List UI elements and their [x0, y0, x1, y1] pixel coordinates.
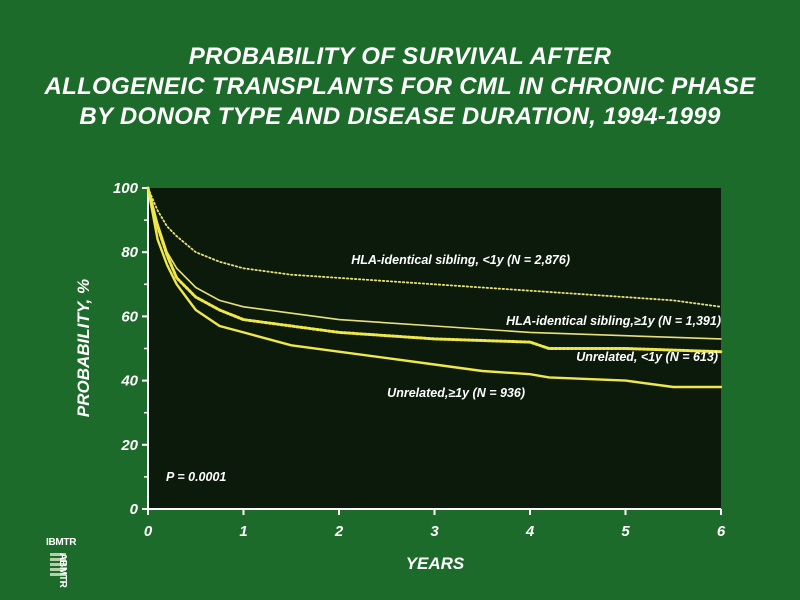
registry-logo-icon: IBMTR ABMTR: [44, 523, 90, 588]
series-layer: [146, 186, 723, 389]
survival-curve-4: [146, 186, 723, 389]
axes: 0 20 40 60 80 100 0 1 2 3 4 5 6 YEARS PROBABILITY, %: [74, 180, 726, 573]
title-line-2: ALLOGENEIC TRANSPLANTS FOR CML IN CHRONI…: [44, 73, 756, 100]
x-tick-label: 4: [525, 523, 535, 540]
x-tick-label: 0: [144, 523, 153, 540]
p-value-annotation: P = 0.0001: [166, 470, 226, 484]
logo-text-abmtr: ABMTR: [57, 553, 68, 588]
x-tick-label: 2: [334, 523, 344, 540]
chart-title: PROBABILITY OF SURVIVAL AFTER ALLOGENEIC…: [0, 42, 800, 132]
y-tick-label: 100: [113, 180, 139, 197]
logo-grid: [50, 552, 66, 576]
series-label-2: HLA-identical sibling,≥1y (N = 1,391): [506, 314, 721, 328]
series-label-4: Unrelated,≥1y (N = 936): [387, 386, 525, 400]
survival-curve-1: [147, 187, 722, 308]
y-tick-label: 80: [121, 244, 138, 261]
y-tick-label: 20: [120, 437, 138, 454]
survival-curve-3: [146, 186, 723, 354]
y-tick-label: 40: [120, 373, 138, 390]
x-tick-label: 6: [717, 523, 726, 540]
y-tick-label: 0: [130, 501, 139, 518]
labels-layer: HLA-identical sibling, <1y (N = 2,876) HL…: [166, 253, 721, 484]
x-axis-title: YEARS: [406, 554, 465, 573]
title-line-3: BY DONOR TYPE AND DISEASE DURATION, 1994…: [79, 103, 721, 130]
x-tick-label: 3: [430, 523, 439, 540]
x-tick-label: 1: [239, 523, 247, 540]
series-label-3: Unrelated, <1y (N = 613): [576, 350, 718, 364]
y-axis-title: PROBABILITY, %: [74, 279, 93, 417]
series-label-1: HLA-identical sibling, <1y (N = 2,876): [351, 253, 570, 267]
logo-text-ibmtr: IBMTR: [46, 537, 77, 548]
title-line-1: PROBABILITY OF SURVIVAL AFTER: [188, 43, 612, 70]
x-tick-label: 5: [621, 523, 630, 540]
y-tick-label: 60: [121, 308, 138, 325]
